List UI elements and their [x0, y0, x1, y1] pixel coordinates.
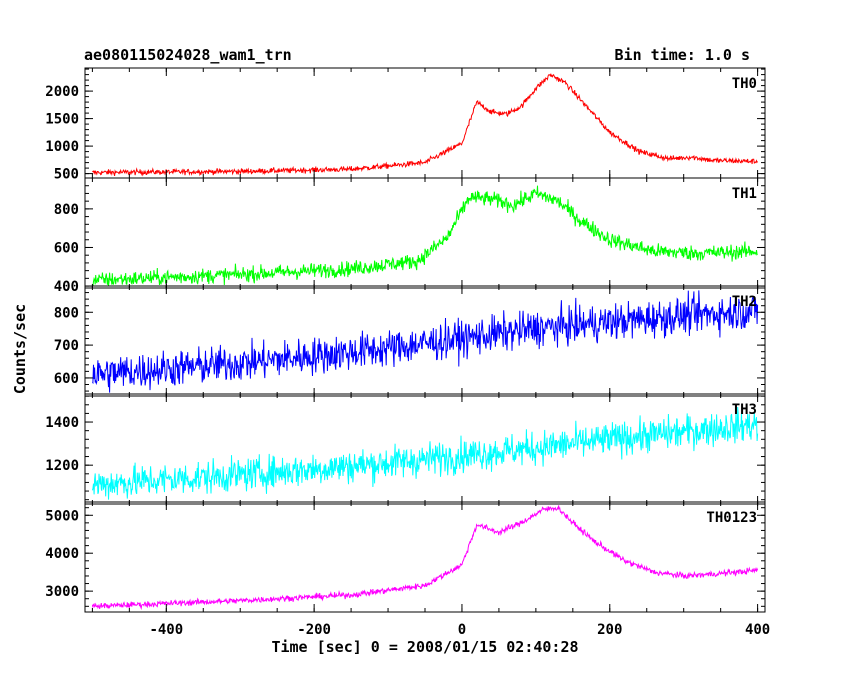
panel-label-th0123: TH0123 — [706, 510, 757, 526]
panel-label-th1: TH1 — [732, 186, 757, 202]
panel-th2: 600 700 800 TH2 — [54, 285, 766, 397]
x-tick-label: -200 — [297, 622, 331, 638]
y-tick-label: 1500 — [45, 112, 79, 128]
x-axis-label: Time [sec] 0 = 2008/01/15 02:40:28 — [271, 638, 579, 656]
series-line-th2 — [92, 290, 759, 393]
series-line-th3 — [91, 406, 759, 500]
y-tick-label: 5000 — [45, 508, 79, 524]
chart-title: ae080115024028_wam1_trn — [84, 46, 292, 64]
panel-th3: 1200 1400 TH3 — [45, 393, 766, 505]
panel-label-th0: TH0 — [732, 76, 757, 92]
y-tick-label: 400 — [54, 279, 79, 295]
y-tick-label: 1000 — [45, 139, 79, 155]
y-tick-label: 3000 — [45, 584, 79, 600]
y-tick-label: 700 — [54, 338, 79, 354]
y-tick-label: 800 — [54, 202, 79, 218]
series-line-th0123 — [91, 505, 759, 611]
panel-frame — [84, 177, 766, 289]
x-tick-label: 400 — [745, 622, 770, 638]
panel-frame — [84, 67, 766, 179]
y-tick-label: 2000 — [45, 84, 79, 100]
x-tick-label: -400 — [149, 622, 183, 638]
y-tick-label: 800 — [54, 305, 79, 321]
y-tick-label: 4000 — [45, 546, 79, 562]
series-line-th0 — [92, 73, 758, 177]
panel-th1: 400 600 800 TH1 — [54, 177, 766, 295]
y-tick-label: 500 — [54, 167, 79, 183]
panel-th0123: 3000 4000 5000 TH0123 — [45, 501, 766, 613]
panel-label-th3: TH3 — [732, 402, 757, 418]
bin-time-label: Bin time: 1.0 s — [614, 46, 750, 64]
panel-label-th2: TH2 — [732, 294, 757, 310]
series-line-th1 — [91, 185, 758, 287]
x-tick-label: 0 — [458, 622, 466, 638]
y-axis-label: Counts/sec — [11, 303, 29, 395]
x-tick-label: 200 — [597, 622, 622, 638]
panel-th0: 500 1000 1500 2000 TH0 — [45, 67, 766, 183]
panel-frame — [84, 501, 766, 613]
y-tick-label: 1200 — [45, 458, 79, 474]
y-tick-label: 1400 — [45, 415, 79, 431]
y-tick-label: 600 — [54, 240, 79, 256]
y-tick-label: 600 — [54, 371, 79, 387]
panel-frame — [84, 393, 766, 505]
